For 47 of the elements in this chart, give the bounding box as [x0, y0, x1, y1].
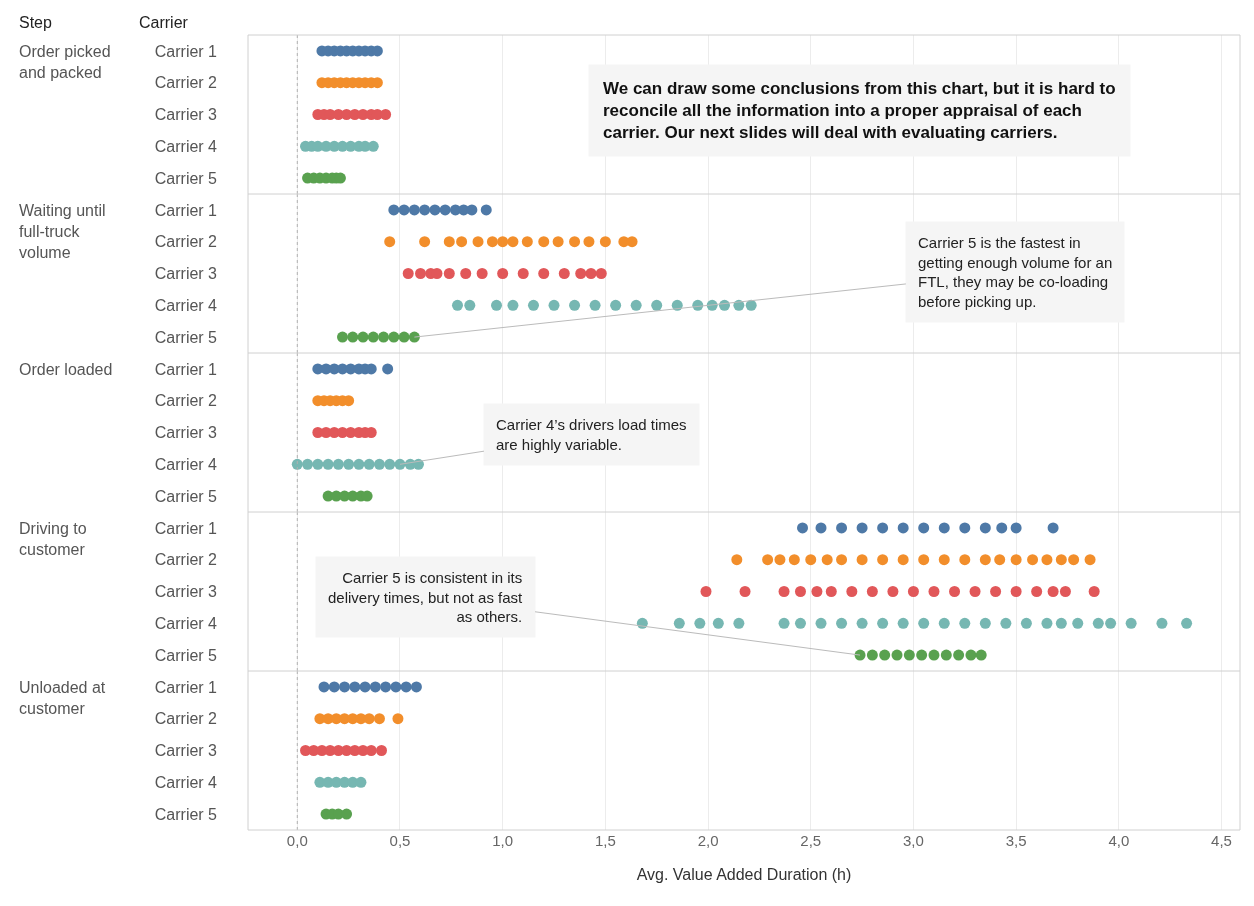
- y-axis-title: Waiting until full-truck volume: [19, 202, 106, 261]
- y-tick-label: Carrier 4: [154, 773, 218, 791]
- y-axis-title: Order picked and packed: [19, 43, 111, 81]
- y-tick-label: Carrier 4: [154, 455, 218, 473]
- x-tick-label: 2,5: [800, 832, 822, 849]
- annotation: We can draw some conclusions from this chart, but it is hard to reconcile all the information into a proper appraisal of each carrier. Our next slides will deal with evaluating carriers.: [603, 79, 1116, 143]
- text: Step: [19, 14, 53, 31]
- x-tick-label: 3,5: [1005, 832, 1027, 849]
- y-tick-label: Carrier 5: [154, 328, 218, 346]
- x-tick-label: 4,5: [1211, 832, 1232, 849]
- x-axis-title: Avg. Value Added Duration (h): [636, 865, 852, 883]
- annotation: Carrier 4’s drivers load times are highly variable.: [496, 416, 687, 453]
- x-tick-label: 3,0: [903, 832, 924, 849]
- text: Carrier: [139, 14, 189, 31]
- x-tick-label: 4,0: [1108, 832, 1130, 849]
- y-tick-label: Carrier 2: [154, 392, 218, 410]
- y-tick-label: Carrier 3: [154, 424, 218, 442]
- y-tick-label: Carrier 1: [154, 201, 218, 219]
- y-tick-label: Carrier 2: [154, 551, 218, 569]
- y-axis-title: Order loaded: [19, 361, 113, 378]
- y-tick-label: Carrier 1: [154, 678, 218, 696]
- x-tick-label: 1,0: [492, 832, 514, 849]
- y-tick-label: Carrier 3: [154, 106, 218, 124]
- y-tick-label: Carrier 2: [154, 233, 218, 251]
- y-tick-label: Carrier 5: [154, 646, 218, 664]
- y-tick-label: Carrier 3: [154, 265, 218, 283]
- y-tick-label: Carrier 3: [154, 742, 218, 760]
- y-tick-label: Carrier 1: [154, 42, 218, 60]
- y-axis-title: Driving to customer: [19, 520, 87, 558]
- x-tick-label: 1,5: [594, 832, 616, 849]
- y-tick-label: Carrier 4: [154, 296, 218, 314]
- y-tick-label: Carrier 2: [154, 74, 218, 92]
- y-tick-label: Carrier 5: [154, 805, 218, 823]
- x-tick-label: 0,0: [286, 832, 308, 849]
- y-axis-title: Unloaded at customer: [19, 679, 106, 717]
- y-tick-label: Carrier 5: [154, 487, 218, 505]
- y-tick-label: Carrier 2: [154, 710, 218, 728]
- y-tick-label: Carrier 3: [154, 583, 218, 601]
- y-tick-label: Carrier 5: [154, 169, 218, 187]
- x-tick-label: 0,5: [389, 832, 411, 849]
- y-tick-label: Carrier 1: [154, 360, 218, 378]
- annotation: Carrier 5 is the fastest in getting enough volume for an FTL, they may be co-loading before picking up.: [918, 234, 1113, 310]
- y-tick-label: Carrier 1: [154, 519, 218, 537]
- annotation: Carrier 5 is consistent in its delivery times, but not as fast as others.: [328, 569, 524, 625]
- y-tick-label: Carrier 4: [154, 614, 218, 632]
- x-tick-label: 2,0: [697, 832, 719, 849]
- y-tick-label: Carrier 4: [154, 137, 218, 155]
